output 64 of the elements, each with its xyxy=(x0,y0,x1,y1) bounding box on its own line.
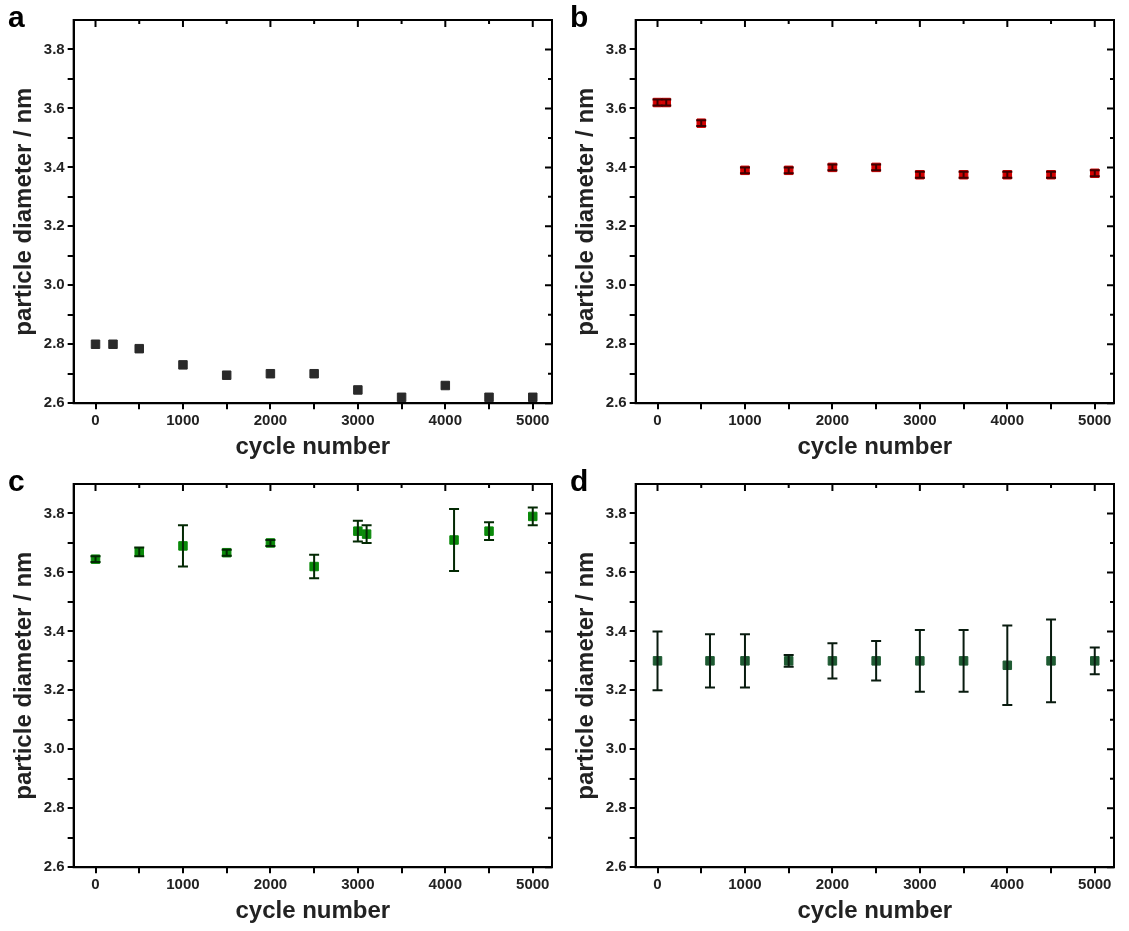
x-tick-label: 4000 xyxy=(428,875,462,893)
x-tick-label: 4000 xyxy=(990,875,1024,893)
x-tick-label: 1000 xyxy=(166,411,200,429)
x-tick-label: 2000 xyxy=(253,411,288,429)
x-axis-title: cycle number xyxy=(797,432,953,460)
x-tick-label: 5000 xyxy=(1078,411,1112,429)
y-tick-label: 3.6 xyxy=(43,562,65,580)
y-tick-label: 3.4 xyxy=(43,157,66,175)
x-tick-label: 0 xyxy=(91,411,100,429)
x-tick-label: 2000 xyxy=(815,875,850,893)
y-axis-title: particle diameter / nm xyxy=(9,87,37,336)
x-tick-label: 2000 xyxy=(253,875,288,893)
x-tick-label: 0 xyxy=(653,875,662,893)
y-tick-label: 3.6 xyxy=(43,98,65,116)
x-tick-label: 4000 xyxy=(990,411,1024,429)
y-tick-label: 2.6 xyxy=(605,393,627,411)
x-tick-label: 1000 xyxy=(166,875,200,893)
y-tick-label: 3.4 xyxy=(43,621,66,639)
y-tick-label: 3.2 xyxy=(605,216,627,234)
y-axis-title: particle diameter / nm xyxy=(571,551,599,800)
y-tick-label: 3.8 xyxy=(605,503,627,521)
x-tick-label: 3000 xyxy=(903,875,937,893)
y-tick-label: 3.6 xyxy=(605,562,627,580)
chart-title: a xyxy=(8,0,25,34)
y-tick-label: 3.8 xyxy=(43,503,65,521)
x-tick-label: 5000 xyxy=(1078,875,1112,893)
y-tick-label: 3.0 xyxy=(43,275,65,293)
y-tick-label: 2.6 xyxy=(43,857,65,875)
x-tick-label: 5000 xyxy=(516,875,550,893)
x-tick-label: 4000 xyxy=(428,411,462,429)
x-tick-label: 5000 xyxy=(516,411,550,429)
x-tick-label: 1000 xyxy=(728,875,762,893)
y-axis-title: particle diameter / nm xyxy=(571,87,599,336)
y-tick-label: 3.0 xyxy=(605,739,627,757)
y-tick-label: 2.6 xyxy=(605,857,627,875)
x-tick-label: 1000 xyxy=(728,411,762,429)
y-tick-label: 3.6 xyxy=(605,98,627,116)
y-tick-label: 3.8 xyxy=(605,39,627,57)
y-tick-label: 3.2 xyxy=(43,680,65,698)
y-tick-label: 3.8 xyxy=(43,39,65,57)
x-axis-title: cycle number xyxy=(235,896,391,924)
x-axis-title: cycle number xyxy=(797,896,953,924)
y-tick-label: 3.4 xyxy=(605,621,628,639)
y-tick-label: 3.0 xyxy=(43,739,65,757)
y-tick-label: 2.8 xyxy=(605,798,627,816)
chart-title: d xyxy=(570,464,589,498)
x-tick-label: 0 xyxy=(91,875,100,893)
chart-title: b xyxy=(570,0,589,34)
y-tick-label: 3.2 xyxy=(605,680,627,698)
x-axis-title: cycle number xyxy=(235,432,391,460)
y-tick-label: 2.8 xyxy=(43,798,65,816)
x-tick-label: 3000 xyxy=(341,411,375,429)
y-tick-label: 3.2 xyxy=(43,216,65,234)
y-tick-label: 3.0 xyxy=(605,275,627,293)
y-tick-label: 2.6 xyxy=(43,393,65,411)
x-tick-label: 0 xyxy=(653,411,662,429)
x-tick-label: 3000 xyxy=(341,875,375,893)
y-tick-label: 3.4 xyxy=(605,157,628,175)
chart-title: c xyxy=(8,464,25,498)
y-tick-label: 2.8 xyxy=(605,334,627,352)
x-tick-label: 3000 xyxy=(903,411,937,429)
x-tick-label: 2000 xyxy=(815,411,850,429)
y-tick-label: 2.8 xyxy=(43,334,65,352)
y-axis-title: particle diameter / nm xyxy=(9,551,37,800)
